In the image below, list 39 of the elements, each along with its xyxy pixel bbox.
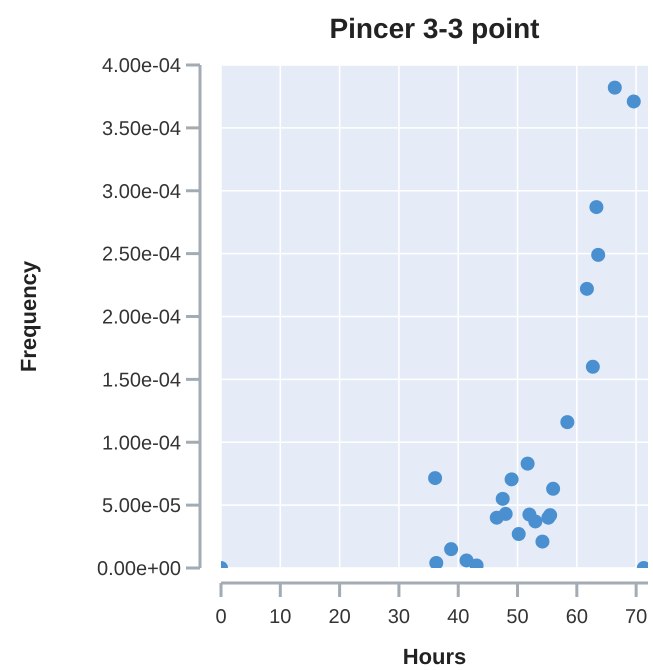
point	[498, 506, 513, 521]
x-tick-label: 60	[566, 606, 588, 628]
x-tick-label: 0	[215, 606, 227, 628]
point	[528, 514, 542, 528]
x-axis-title: Hours	[402, 644, 466, 669]
point	[504, 472, 519, 486]
point	[626, 94, 641, 108]
point	[591, 248, 606, 262]
point	[520, 456, 535, 471]
y-tick-label: 5.00e-05	[102, 495, 181, 518]
point	[608, 80, 622, 95]
point	[560, 415, 574, 430]
y-tick-label: 2.50e-04	[102, 244, 181, 266]
point	[589, 200, 604, 214]
point	[512, 527, 526, 542]
x-tick-label: 40	[447, 606, 470, 628]
y-tick-label: 1.00e-04	[102, 432, 181, 454]
x-tick-label: 10	[269, 606, 292, 628]
point	[580, 282, 594, 296]
chart-title: Pincer 3-3 point	[329, 13, 540, 44]
y-tick-label: 1.50e-04	[102, 369, 181, 392]
y-tick-label: 0.00e+00	[97, 558, 181, 580]
point	[543, 508, 558, 522]
point	[428, 471, 442, 486]
point	[535, 534, 550, 549]
x-tick-label: 70	[625, 606, 648, 628]
x-tick-label: 30	[388, 606, 410, 628]
y-tick-label: 2.00e-04	[102, 306, 181, 328]
y-tick-label: 3.00e-04	[102, 180, 181, 203]
y-axis-title: Frequency	[16, 260, 41, 372]
point	[546, 482, 560, 496]
y-tick-label: 4.00e-04	[102, 55, 181, 77]
x-tick-label: 20	[328, 606, 351, 628]
point	[444, 542, 458, 556]
x-tick-label: 50	[506, 606, 529, 628]
point	[496, 492, 510, 506]
point	[429, 556, 444, 568]
y-tick-label: 3.50e-04	[102, 118, 181, 140]
point	[586, 360, 600, 374]
